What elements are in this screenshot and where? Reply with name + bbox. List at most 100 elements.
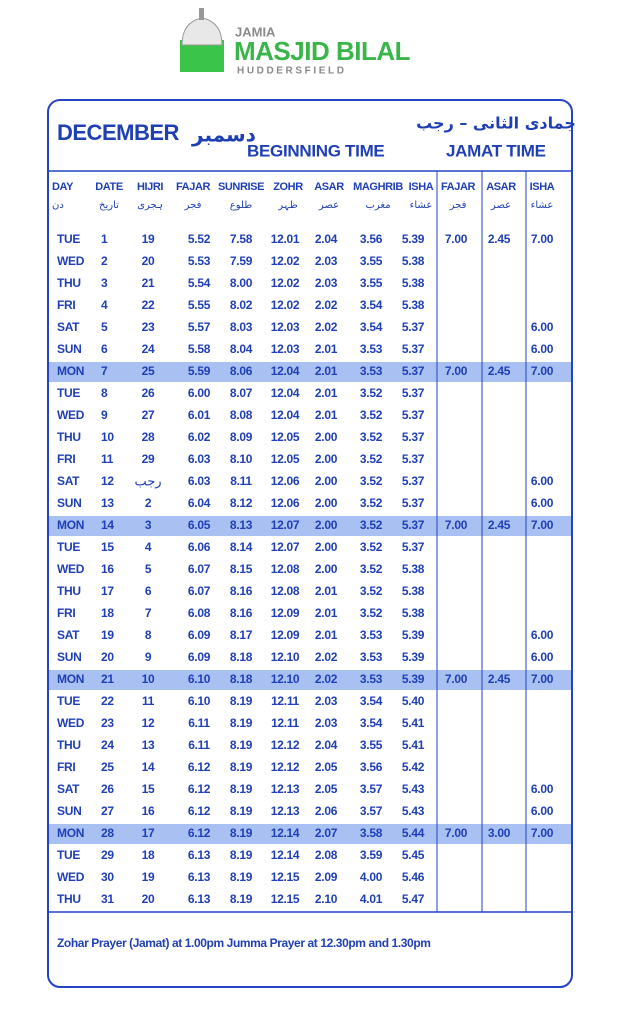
time-cell: 3.57: [360, 804, 383, 818]
jamat-title: JAMAT TIME: [446, 141, 546, 160]
time-cell: 12.07: [271, 518, 300, 532]
time-cell: 6: [145, 584, 152, 598]
time-cell: 12.02: [271, 254, 300, 268]
column-header: DATE: [95, 181, 123, 193]
time-cell: 2.08: [315, 848, 338, 862]
time-cell: 7.00: [445, 672, 468, 686]
time-cell: 8.09: [230, 430, 253, 444]
time-cell: 23: [101, 716, 114, 730]
time-cell: 2.01: [315, 584, 338, 598]
time-cell: 6.00: [531, 782, 554, 796]
time-cell: 3.55: [360, 738, 383, 752]
time-cell: 4: [145, 540, 152, 554]
time-cell: 27: [142, 408, 155, 422]
time-cell: 8.19: [230, 870, 253, 884]
logo-place: HUDDERSFIELD: [237, 66, 347, 77]
time-cell: 5.38: [402, 606, 425, 620]
column-header: ZOHR: [273, 181, 303, 193]
time-cell: 12.14: [271, 826, 300, 840]
time-cell: 5.38: [402, 562, 425, 576]
time-cell: 2.09: [315, 870, 338, 884]
time-cell: 2.00: [315, 562, 338, 576]
time-cell: 12.13: [271, 782, 300, 796]
time-cell: 6.00: [531, 474, 554, 488]
time-cell: 7.00: [531, 232, 554, 246]
time-cell: 3.53: [360, 628, 383, 642]
time-cell: 3.53: [360, 364, 383, 378]
time-cell: 7.00: [445, 364, 468, 378]
beginning-title: BEGINNING TIME: [247, 141, 384, 160]
time-cell: 26: [101, 782, 114, 796]
day-cell: THU: [57, 738, 81, 752]
time-cell: 5.37: [402, 430, 425, 444]
time-cell: 2.45: [488, 672, 511, 686]
time-cell: 26: [142, 386, 155, 400]
time-cell: 2.04: [315, 738, 338, 752]
time-cell: 5.41: [402, 716, 425, 730]
time-cell: 6.07: [188, 584, 211, 598]
time-cell: 6.00: [531, 650, 554, 664]
time-cell: 13: [142, 738, 155, 752]
time-cell: 3.58: [360, 826, 383, 840]
time-cell: 19: [142, 870, 155, 884]
logo-name: MASJID BILAL: [234, 36, 411, 66]
time-cell: 6.12: [188, 760, 211, 774]
time-cell: 6.12: [188, 782, 211, 796]
time-cell: 12.04: [271, 364, 300, 378]
time-cell: 12.07: [271, 540, 300, 554]
time-cell: 5.38: [402, 254, 425, 268]
time-cell: 12.06: [271, 474, 300, 488]
time-cell: 2.03: [315, 716, 338, 730]
time-cell: 9: [145, 650, 152, 664]
day-cell: WED: [57, 408, 85, 422]
time-cell: 12.15: [271, 870, 300, 884]
time-cell: 3.53: [360, 650, 383, 664]
time-cell: 12.12: [271, 738, 300, 752]
time-cell: 12.03: [271, 342, 300, 356]
time-cell: 8: [145, 628, 152, 642]
time-cell: 5.57: [188, 320, 211, 334]
highlight-band: [49, 670, 571, 690]
time-cell: 6.00: [531, 342, 554, 356]
column-header: ASAR: [314, 181, 344, 193]
time-cell: 12.01: [271, 232, 300, 246]
time-cell: 8.13: [230, 518, 253, 532]
time-cell: 25: [142, 364, 155, 378]
time-cell: 3.54: [360, 716, 383, 730]
time-cell: 15: [142, 782, 155, 796]
time-cell: 8.14: [230, 540, 253, 554]
time-cell: 3.52: [360, 452, 383, 466]
time-cell: 14: [142, 760, 155, 774]
time-cell: 3.56: [360, 232, 383, 246]
time-cell: 8.00: [230, 276, 253, 290]
logo-top: JAMIA: [235, 24, 276, 39]
time-cell: 3.53: [360, 342, 383, 356]
highlight-band: [49, 516, 571, 536]
time-cell: 4.00: [360, 870, 383, 884]
time-cell: 2.01: [315, 364, 338, 378]
time-cell: 22: [142, 298, 155, 312]
time-cell: 6: [101, 342, 108, 356]
time-cell: 15: [101, 540, 114, 554]
time-cell: 5: [101, 320, 108, 334]
day-cell: FRI: [57, 606, 75, 620]
time-cell: 27: [101, 804, 114, 818]
time-cell: 20: [142, 254, 155, 268]
time-cell: 5.45: [402, 848, 425, 862]
day-cell: TUE: [57, 694, 80, 708]
time-cell: 5.39: [402, 628, 425, 642]
day-cell: MON: [57, 826, 84, 840]
time-cell: 13: [101, 496, 114, 510]
time-cell: 12: [101, 474, 114, 488]
time-cell: 12.13: [271, 804, 300, 818]
time-cell: 3.52: [360, 474, 383, 488]
time-cell: 30: [101, 870, 114, 884]
time-cell: 2.03: [315, 276, 338, 290]
time-cell: 23: [142, 320, 155, 334]
time-cell: 6.00: [531, 804, 554, 818]
time-cell: 8.19: [230, 738, 253, 752]
time-cell: 2.03: [315, 694, 338, 708]
time-cell: 3.52: [360, 540, 383, 554]
time-cell: 2.00: [315, 452, 338, 466]
time-cell: 6.12: [188, 804, 211, 818]
